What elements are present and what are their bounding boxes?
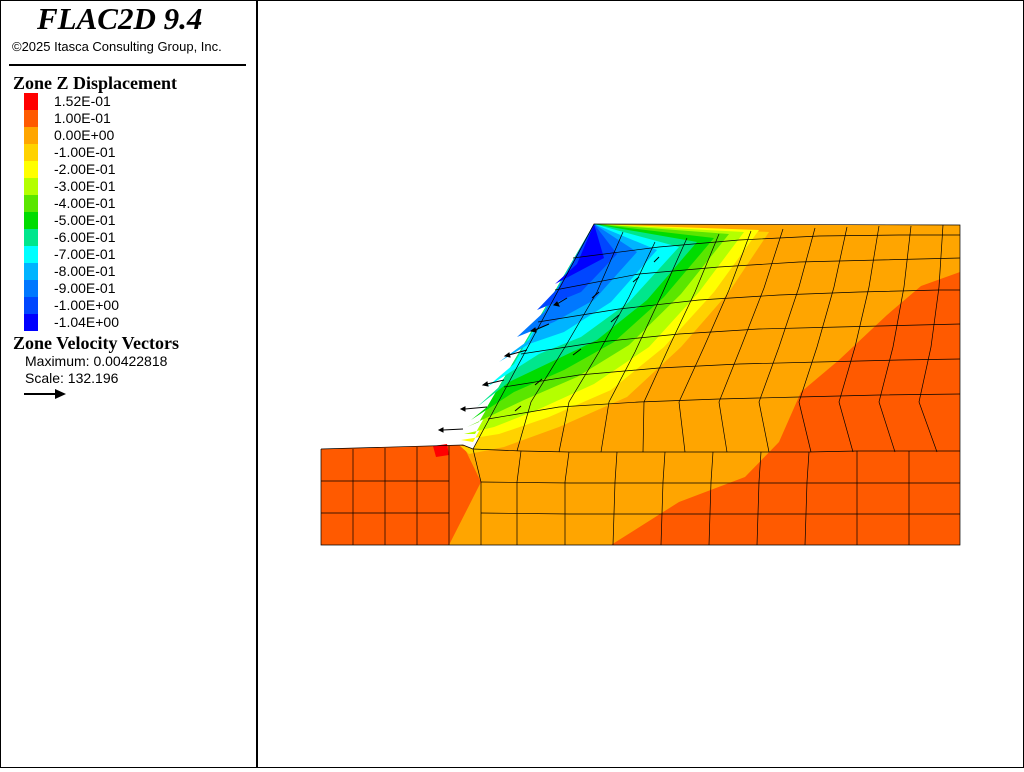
- legend-item: -6.00E-01: [24, 229, 119, 246]
- model-view: [320, 223, 961, 546]
- legend-label: -9.00E-01: [54, 280, 116, 296]
- legend-swatch: [24, 314, 38, 331]
- legend-item: 0.00E+00: [24, 127, 119, 144]
- legend-swatch: [24, 178, 38, 195]
- legend-swatch: [24, 212, 38, 229]
- legend-swatch: [24, 263, 38, 280]
- legend-swatch: [24, 110, 38, 127]
- displacement-legend: 1.52E-01 1.00E-01 0.00E+00 -1.00E-01 -2.…: [24, 93, 119, 331]
- zone-region-red: [433, 444, 449, 457]
- legend-item: -5.00E-01: [24, 212, 119, 229]
- zone-region-contour: [555, 224, 604, 284]
- legend-item: -3.00E-01: [24, 178, 119, 195]
- legend-swatch: [24, 93, 38, 110]
- legend-label: -1.04E+00: [54, 314, 119, 330]
- legend-swatch: [24, 297, 38, 314]
- legend-swatch: [24, 127, 38, 144]
- legend-item: -1.00E+00: [24, 297, 119, 314]
- legend-swatch: [24, 246, 38, 263]
- velocity-vectors: [437, 256, 660, 433]
- legend-item: 1.52E-01: [24, 93, 119, 110]
- legend-swatch: [24, 229, 38, 246]
- title-divider: [9, 64, 246, 66]
- legend-label: 0.00E+00: [54, 127, 115, 143]
- legend-item: -2.00E-01: [24, 161, 119, 178]
- legend-label: -7.00E-01: [54, 246, 116, 262]
- legend-label: -4.00E-01: [54, 195, 116, 211]
- legend-label: -1.00E+00: [54, 297, 119, 313]
- legend-label: 1.00E-01: [54, 110, 111, 126]
- legend-item: -4.00E-01: [24, 195, 119, 212]
- legend-label: 1.52E-01: [54, 93, 111, 109]
- legend-swatch: [24, 144, 38, 161]
- legend-label: -2.00E-01: [54, 161, 116, 177]
- copyright-text: ©2025 Itasca Consulting Group, Inc.: [12, 39, 222, 54]
- legend-label: -6.00E-01: [54, 229, 116, 245]
- legend-item: -1.00E-01: [24, 144, 119, 161]
- legend-item: -9.00E-01: [24, 280, 119, 297]
- legend-label: -5.00E-01: [54, 212, 116, 228]
- plot-area: [259, 2, 1023, 767]
- displacement-legend-title: Zone Z Displacement: [13, 73, 177, 93]
- legend-item: -8.00E-01: [24, 263, 119, 280]
- app-title: FLAC2D 9.4: [37, 1, 203, 36]
- legend-swatch: [24, 161, 38, 178]
- legend-swatch: [24, 280, 38, 297]
- legend-label: -3.00E-01: [54, 178, 116, 194]
- legend-label: -1.00E-01: [54, 144, 116, 160]
- legend-swatch: [24, 195, 38, 212]
- velocity-maximum: Maximum: 0.00422818: [25, 353, 168, 369]
- mesh-grid: [320, 223, 961, 546]
- velocity-legend-title: Zone Velocity Vectors: [13, 333, 179, 353]
- legend-label: -8.00E-01: [54, 263, 116, 279]
- legend-item: -1.04E+00: [24, 314, 119, 331]
- arrow-icon: [24, 389, 66, 399]
- legend-item: -7.00E-01: [24, 246, 119, 263]
- legend-panel: FLAC2D 9.4 ©2025 Itasca Consulting Group…: [1, 1, 258, 767]
- legend-item: 1.00E-01: [24, 110, 119, 127]
- velocity-scale: Scale: 132.196: [25, 370, 119, 386]
